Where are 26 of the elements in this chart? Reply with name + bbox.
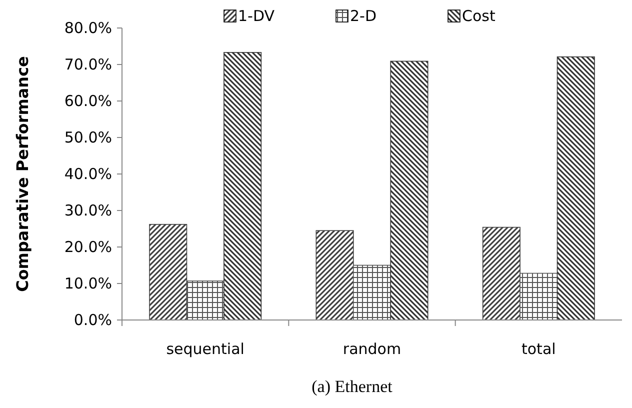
y-tick-label: 30.0% [64,202,112,220]
x-tick-label: sequential [166,340,244,358]
y-tick-label: 80.0% [64,19,112,37]
bar [556,56,595,320]
bar [186,280,224,320]
y-tick-label: 10.0% [64,274,112,292]
bar [224,52,262,320]
x-tick-label: random [342,340,402,358]
text: (a) Ethernet [312,377,393,396]
legend-label: 2-D [350,7,377,25]
y-tick-label: 70.0% [64,56,112,74]
legend-label: Cost [462,7,496,25]
y-tick-label: 20.0% [64,238,112,256]
legend-label: 1-DV [238,7,276,25]
bar [316,230,354,320]
y-tick-label: 60.0% [64,92,112,110]
bar [390,60,428,320]
y-tick-label: 40.0% [64,165,112,183]
bar [352,264,392,320]
bar [520,272,558,320]
bar [482,226,520,320]
y-axis-title: Comparative Performance [13,56,32,292]
x-tick-label: total [522,340,556,358]
bar [149,224,188,320]
y-tick-label: 50.0% [64,128,112,146]
y-tick-label: 0.0% [74,311,112,329]
